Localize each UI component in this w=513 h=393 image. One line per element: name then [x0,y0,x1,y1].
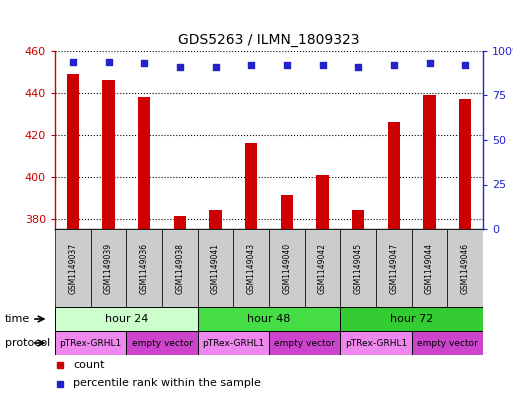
Bar [91,229,126,307]
Bar [55,307,198,331]
Bar [447,229,483,307]
Bar [376,229,411,307]
Point [283,62,291,68]
Bar [245,143,258,393]
Bar [198,229,233,307]
Bar [352,210,364,393]
Text: count: count [73,360,105,369]
Bar [388,122,400,393]
Text: empty vector: empty vector [417,338,478,347]
Text: pTRex-GRHL1: pTRex-GRHL1 [345,338,407,347]
Text: hour 24: hour 24 [105,314,148,324]
Bar [269,331,340,355]
Text: GSM1149041: GSM1149041 [211,242,220,294]
Text: GSM1149045: GSM1149045 [353,242,363,294]
Text: GSM1149046: GSM1149046 [461,242,470,294]
Bar [305,229,340,307]
Point [354,64,362,70]
Text: pTRex-GRHL1: pTRex-GRHL1 [60,338,122,347]
Bar [423,95,436,393]
Bar [209,210,222,393]
Bar [340,307,483,331]
Text: GSM1149038: GSM1149038 [175,242,184,294]
Point [211,64,220,70]
Bar [198,331,269,355]
Bar [281,195,293,393]
Bar [67,74,79,393]
Text: protocol: protocol [5,338,50,348]
Point [425,60,433,66]
Bar [340,229,376,307]
Bar [173,217,186,393]
Text: GSM1149040: GSM1149040 [282,242,291,294]
Bar [198,307,340,331]
Bar [138,97,150,393]
Bar [102,80,115,393]
Bar [126,229,162,307]
Bar [162,229,198,307]
Text: GSM1149043: GSM1149043 [247,242,255,294]
Title: GDS5263 / ILMN_1809323: GDS5263 / ILMN_1809323 [178,33,360,47]
Bar [316,174,329,393]
Point [105,59,113,65]
Bar [411,331,483,355]
Bar [459,99,471,393]
Text: GSM1149036: GSM1149036 [140,242,149,294]
Bar [411,229,447,307]
Point [390,62,398,68]
Text: GSM1149037: GSM1149037 [68,242,77,294]
Text: empty vector: empty vector [274,338,335,347]
Text: GSM1149044: GSM1149044 [425,242,434,294]
Point [319,62,327,68]
Text: hour 72: hour 72 [390,314,433,324]
Bar [269,229,305,307]
Text: time: time [5,314,30,324]
Bar [55,331,126,355]
Point [461,62,469,68]
Bar [340,331,411,355]
Text: empty vector: empty vector [131,338,192,347]
Point [247,62,255,68]
Point [176,64,184,70]
Point [69,59,77,65]
Bar [233,229,269,307]
Text: GSM1149047: GSM1149047 [389,242,398,294]
Bar [126,331,198,355]
Text: hour 48: hour 48 [247,314,291,324]
Point [140,60,148,66]
Text: pTRex-GRHL1: pTRex-GRHL1 [202,338,265,347]
Bar [55,229,91,307]
Text: GSM1149039: GSM1149039 [104,242,113,294]
Text: GSM1149042: GSM1149042 [318,242,327,294]
Text: percentile rank within the sample: percentile rank within the sample [73,378,261,389]
